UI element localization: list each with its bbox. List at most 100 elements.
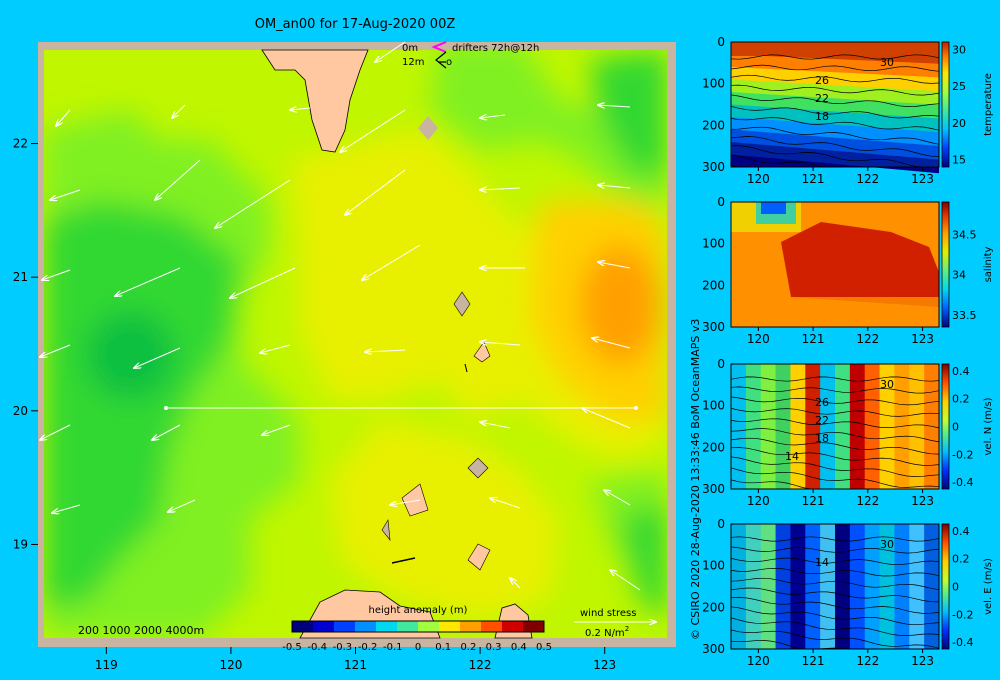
colorbar-tick-label: 0.1: [435, 642, 451, 653]
depth-tick-label: 0: [717, 195, 725, 209]
depth-tick-label: 300: [702, 160, 725, 174]
y-tick-label: 21: [13, 270, 28, 284]
colorbar-swatch: [523, 621, 545, 632]
wind-arrow: [290, 108, 311, 110]
colorbar-label: vel. E (m/s): [983, 558, 994, 615]
contour-label: 30: [880, 538, 894, 551]
velocity-column: [909, 364, 925, 489]
isotherm-contour: [730, 106, 940, 119]
wind-arrow: [480, 422, 511, 429]
section-temperature: 30 26 22 18 0 100 200 300 120 121 122 123 15 20 25 30 te…: [702, 35, 994, 186]
isotherm-contour: [730, 546, 940, 554]
wind-arrow: [375, 41, 406, 62]
colorbar-tick-label: -0.4: [952, 636, 973, 649]
wind-arrow: [610, 570, 641, 591]
wind-arrow: [604, 490, 631, 506]
contour-label: 30: [880, 378, 894, 391]
colorbar-tick-label: 0.2: [952, 553, 970, 566]
isotherm-contour: [730, 447, 940, 466]
isotherm-contour: [730, 386, 940, 394]
isotherm-contour: [730, 428, 940, 443]
lon-tick-label: 123: [911, 172, 934, 186]
isotherm-contour: [730, 396, 940, 406]
depth-tick-label: 300: [702, 482, 725, 496]
wind-stress-legend-scale: 0.2 N/m2: [585, 625, 629, 639]
colorbar-tick-label: 33.5: [952, 309, 977, 322]
contour-label: 26: [815, 74, 829, 87]
isotherm-contour: [730, 408, 940, 417]
wind-stress-legend-label: wind stress: [580, 608, 636, 619]
wind-arrow: [598, 185, 631, 188]
colorbar-tick-label: -0.2: [952, 608, 973, 621]
colorbar-tick-label: -0.2: [358, 642, 378, 653]
section-field: [731, 524, 940, 649]
colorbar-tick-label: -0.2: [952, 448, 973, 461]
isotherm-contour: [730, 456, 940, 477]
wind-arrow: [56, 109, 71, 126]
isotherm-contour: [730, 54, 940, 60]
colorbar-swatch: [376, 621, 398, 632]
y-tick-label: 22: [13, 137, 28, 151]
wind-arrow: [262, 424, 291, 435]
velocity-column: [924, 524, 940, 649]
section-colorbar: [941, 363, 950, 490]
depth-tick-label: 100: [702, 77, 725, 91]
depth-tick-label: 100: [702, 237, 725, 251]
wind-arrow: [480, 115, 506, 118]
colorbar-label: vel. N (m/s): [983, 397, 994, 455]
section-frame: [730, 201, 940, 328]
colorbar-tick-label: 0.4: [952, 365, 970, 378]
x-tick-label: 122: [469, 658, 492, 672]
colorbar-tick-label: 0.4: [952, 525, 970, 538]
velocity-column: [745, 524, 762, 649]
velocity-column: [820, 364, 836, 489]
velocity-column: [731, 524, 747, 649]
colorbar-tick-label: 0.5: [536, 642, 552, 653]
colorbar-tick-label: 0.2: [952, 393, 970, 406]
drifter-start: [164, 406, 168, 410]
velocity-column: [894, 524, 910, 649]
lon-tick-label: 123: [911, 332, 934, 346]
colorbar-tick-label: 0.3: [486, 642, 502, 653]
wind-stress-arrows: [40, 41, 641, 591]
wind-arrow: [152, 424, 181, 440]
island-5: [401, 483, 429, 517]
section-colorbar: [941, 201, 950, 328]
drifter-legend-arrow-icon: [435, 51, 447, 69]
colorbar-tick-label: 15: [952, 154, 966, 167]
isotherm-contour: [730, 567, 940, 577]
x-tick-label: 119: [95, 658, 118, 672]
wind-arrow: [155, 159, 201, 200]
depth-tick-label: 300: [702, 642, 725, 656]
colorbar-tick-label: -0.1: [383, 642, 403, 653]
colorbar-tick-label: 34: [952, 269, 966, 282]
lon-tick-label: 122: [856, 494, 879, 508]
isotherm-contour: [730, 376, 940, 382]
colorbar-tick-label: 25: [952, 80, 966, 93]
velocity-column: [790, 524, 806, 649]
legend-depth-12m: 12m: [402, 57, 424, 68]
colorbar-swatch: [502, 621, 524, 632]
section-colorbar: [941, 523, 950, 650]
wind-arrow: [598, 262, 631, 269]
lon-tick-label: 122: [856, 332, 879, 346]
depth-tick-label: 0: [717, 35, 725, 49]
wind-arrow: [52, 504, 81, 513]
wind-arrow: [510, 578, 521, 589]
contour-label: 14: [785, 450, 799, 463]
island-2: [453, 291, 471, 317]
colorbar-tick-label: 34.5: [952, 228, 977, 241]
drifter-end: [634, 406, 638, 410]
section-frame: [730, 41, 940, 168]
section-field: [731, 202, 939, 327]
wind-arrow: [230, 267, 296, 298]
lon-tick-label: 122: [856, 654, 879, 668]
isotherm-contour: [730, 587, 940, 603]
lon-tick-label: 121: [802, 654, 825, 668]
velocity-column: [864, 364, 881, 489]
salinity-patch: [731, 297, 939, 327]
wind-arrow: [42, 269, 71, 280]
isotherm-contour: [730, 117, 940, 131]
isotherm-contour: [730, 84, 940, 96]
